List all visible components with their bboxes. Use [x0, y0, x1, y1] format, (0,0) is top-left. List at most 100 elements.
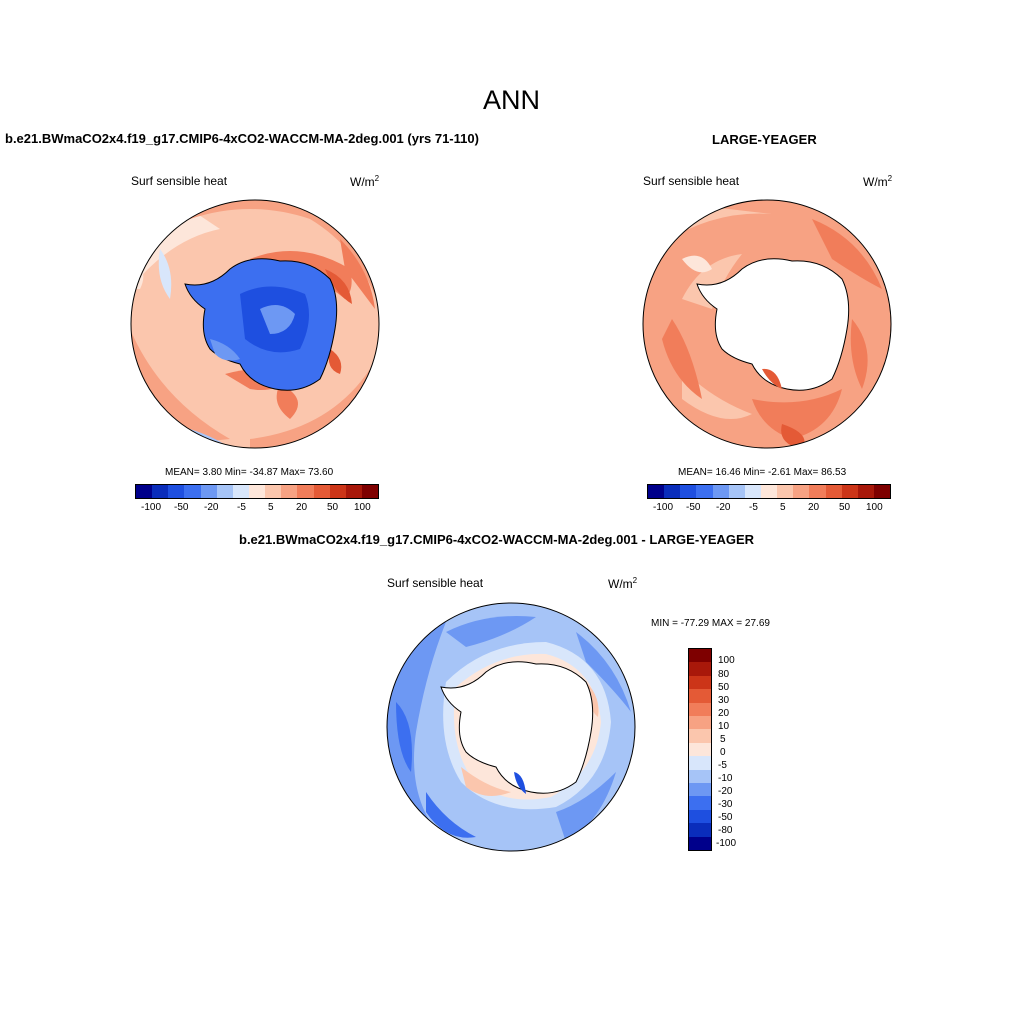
panel2-colorbar-cell	[680, 485, 697, 498]
panel1-colorbar-label: -20	[204, 502, 219, 513]
panel3-colorbar-label: 80	[718, 669, 730, 680]
panel3-colorbar-label: 0	[720, 747, 726, 758]
panel3-colorbar-cell	[689, 729, 711, 743]
panel1-colorbar-label: 100	[354, 502, 371, 513]
panel2-colorbar-label: 20	[808, 502, 820, 513]
panel2-colorbar-cell	[760, 485, 778, 498]
panel1-polar-map	[130, 199, 380, 449]
panel3-colorbar-label: -80	[718, 825, 733, 836]
panel3-polar-map	[386, 602, 636, 852]
panel2-colorbar-label: -20	[716, 502, 731, 513]
panel3-colorbar-label: -20	[718, 786, 733, 797]
panel3-colorbar-label: -5	[718, 760, 727, 771]
panel3-colorbar-cell	[689, 716, 711, 730]
panel3-colorbar-cell	[689, 756, 711, 770]
panel2-units-base: W/m	[863, 175, 888, 189]
panel3-colorbar-label: -50	[718, 812, 733, 823]
panel2-colorbar-cell	[712, 485, 729, 498]
panel2-colorbar-cell	[664, 485, 681, 498]
panel1-colorbar-cell	[345, 485, 362, 498]
panel1-units-exp: 2	[374, 174, 380, 183]
panel2-polar-map	[642, 199, 892, 449]
panel1-units-base: W/m	[350, 175, 375, 189]
panel1-units: W/m2	[350, 174, 379, 189]
panel3-colorbar-cell	[689, 836, 711, 851]
panel1-colorbar-cell	[297, 485, 314, 498]
panel1-colorbar-cell	[168, 485, 185, 498]
panel2-colorbar-cell	[841, 485, 858, 498]
panel3-colorbar-label: 50	[718, 682, 730, 693]
panel3-colorbar-cell	[689, 823, 711, 837]
panel3-colorbar-label: 100	[718, 655, 735, 666]
panel1-colorbar-cell	[216, 485, 233, 498]
panel1-colorbar-label: -100	[141, 502, 162, 513]
panel2-colorbar-cell	[857, 485, 874, 498]
panel1-colorbar-cell	[329, 485, 346, 498]
panel1-colorbar-cell	[281, 485, 298, 498]
panel3-colorbar-cell	[689, 809, 711, 824]
panel2-colorbar-label: -100	[653, 502, 674, 513]
panel2-stats: MEAN= 16.46 Min= -2.61 Max= 86.53	[678, 467, 847, 478]
page-title: ANN	[483, 85, 541, 115]
panel3-colorbar-cell	[689, 702, 711, 717]
panel3-colorbar	[688, 648, 712, 851]
panel2-colorbar	[647, 484, 891, 499]
panel3-colorbar-cell	[689, 675, 711, 690]
panel3-title: b.e21.BWmaCO2x4.f19_g17.CMIP6-4xCO2-WACC…	[239, 532, 755, 547]
panel2-colorbar-label: -50	[686, 502, 701, 513]
panel1-stats: MEAN= 3.80 Min= -34.87 Max= 73.60	[165, 467, 334, 478]
panel3-colorbar-cell	[689, 662, 711, 676]
panel1-colorbar-cell	[265, 485, 282, 498]
panel1-colorbar	[135, 484, 379, 499]
panel3-colorbar-label: 20	[718, 708, 730, 719]
panel3-colorbar-label: 30	[718, 695, 730, 706]
panel3-colorbar-label: -30	[718, 799, 733, 810]
panel3-colorbar-cell	[689, 649, 711, 663]
panel1-colorbar-cell	[184, 485, 201, 498]
panel1-colorbar-cell	[361, 485, 379, 498]
panel3-colorbar-label: -10	[718, 773, 733, 784]
panel3-colorbar-cell	[689, 742, 711, 757]
panel2-colorbar-cell	[696, 485, 713, 498]
panel3-units: W/m2	[608, 576, 637, 591]
panel3-colorbar-cell	[689, 796, 711, 810]
panel2-colorbar-label: 5	[780, 502, 786, 513]
panel3-colorbar-label: -100	[716, 838, 737, 849]
panel3-colorbar-cell	[689, 783, 711, 797]
panel2-variable-label: Surf sensible heat	[643, 174, 740, 188]
panel3-colorbar-label: 5	[720, 734, 726, 745]
panel1-colorbar-cell	[136, 485, 153, 498]
panel1-colorbar-label: 50	[327, 502, 339, 513]
panel2-colorbar-label: -5	[749, 502, 758, 513]
panel1-colorbar-cell	[232, 485, 249, 498]
panel2-colorbar-label: 50	[839, 502, 851, 513]
panel2-units-exp: 2	[887, 174, 893, 183]
panel1-colorbar-label: -5	[237, 502, 246, 513]
panel2-units: W/m2	[863, 174, 892, 189]
panel2-colorbar-label: 100	[866, 502, 883, 513]
panel1-colorbar-cell	[313, 485, 330, 498]
panel3-colorbar-label: 10	[718, 721, 730, 732]
panel3-colorbar-cell	[689, 769, 711, 784]
panel2-colorbar-cell	[728, 485, 745, 498]
panel1-colorbar-cell	[200, 485, 217, 498]
panel2-colorbar-cell	[809, 485, 826, 498]
panel2-colorbar-cell	[793, 485, 810, 498]
panel1-title: b.e21.BWmaCO2x4.f19_g17.CMIP6-4xCO2-WACC…	[5, 131, 479, 146]
panel2-colorbar-cell	[777, 485, 794, 498]
panel1-variable-label: Surf sensible heat	[131, 174, 228, 188]
panel2-colorbar-cell	[744, 485, 761, 498]
panel3-units-base: W/m	[608, 577, 633, 591]
panel3-units-exp: 2	[632, 576, 638, 585]
panel1-colorbar-label: -50	[174, 502, 189, 513]
panel1-colorbar-cell	[248, 485, 266, 498]
panel2-title: LARGE-YEAGER	[712, 132, 817, 147]
panel2-colorbar-cell	[825, 485, 842, 498]
panel2-colorbar-cell	[648, 485, 665, 498]
panel3-stats: MIN = -77.29 MAX = 27.69	[651, 618, 770, 629]
panel1-colorbar-label: 5	[268, 502, 274, 513]
panel1-colorbar-cell	[152, 485, 169, 498]
panel3-colorbar-cell	[689, 689, 711, 703]
panel1-colorbar-label: 20	[296, 502, 308, 513]
panel3-variable-label: Surf sensible heat	[387, 576, 484, 590]
